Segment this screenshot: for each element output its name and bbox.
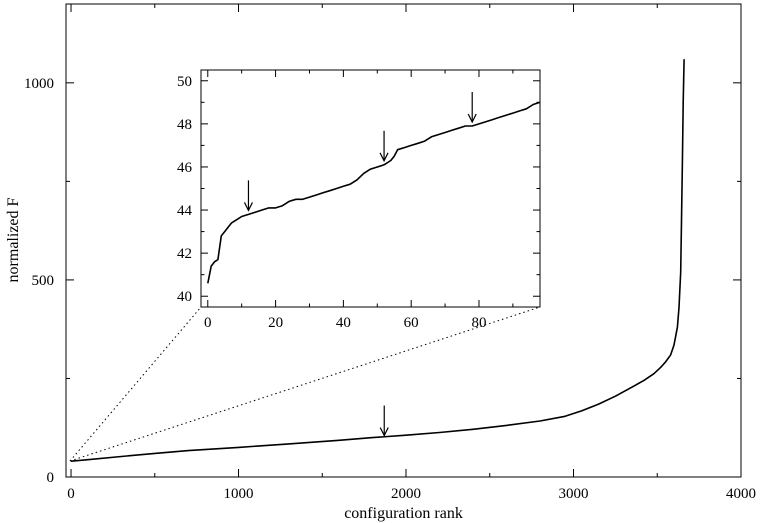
y-tick-label: 50	[177, 74, 192, 90]
inset-connector-left	[69, 306, 202, 462]
arrow-annotation	[379, 405, 389, 437]
x-tick-label: 2000	[391, 486, 421, 502]
inset-ticks: 0 20 40 60 80 40 42 44 46 48 50	[177, 70, 540, 331]
x-tick-label: 0	[204, 315, 212, 331]
arrow-annotation	[467, 92, 477, 124]
x-tick-label: 3000	[559, 486, 589, 502]
x-tick-label: 1000	[224, 486, 254, 502]
x-tick-label: 40	[336, 315, 351, 331]
main-x-axis-label: configuration rank	[344, 505, 463, 522]
x-tick-label: 60	[404, 315, 419, 331]
x-tick-label: 0	[67, 486, 75, 502]
x-tick-label: 80	[471, 315, 486, 331]
inset-plot-frame	[200, 69, 541, 308]
y-tick-label: 40	[177, 289, 192, 305]
inset-connector-right	[69, 306, 541, 462]
x-tick-label: 20	[268, 315, 283, 331]
main-series	[70, 59, 685, 462]
y-tick-label: 44	[177, 203, 193, 219]
y-tick-label: 1000	[24, 76, 54, 92]
inset-series	[207, 101, 541, 284]
y-tick-label: 0	[47, 470, 55, 486]
series-line-0	[207, 101, 541, 284]
y-tick-label: 500	[32, 273, 55, 289]
main-y-axis-label: normalized F	[5, 197, 22, 282]
arrow-annotation	[379, 130, 389, 163]
main-plot-frame	[65, 3, 742, 478]
arrow-annotation	[243, 180, 253, 212]
y-tick-label: 42	[177, 246, 192, 262]
y-tick-label: 48	[177, 117, 192, 133]
inset-annotations	[243, 92, 477, 212]
main-annotations	[379, 405, 389, 437]
y-tick-label: 46	[177, 160, 193, 176]
x-tick-label: 4000	[726, 486, 756, 502]
series-line-0	[70, 59, 685, 462]
